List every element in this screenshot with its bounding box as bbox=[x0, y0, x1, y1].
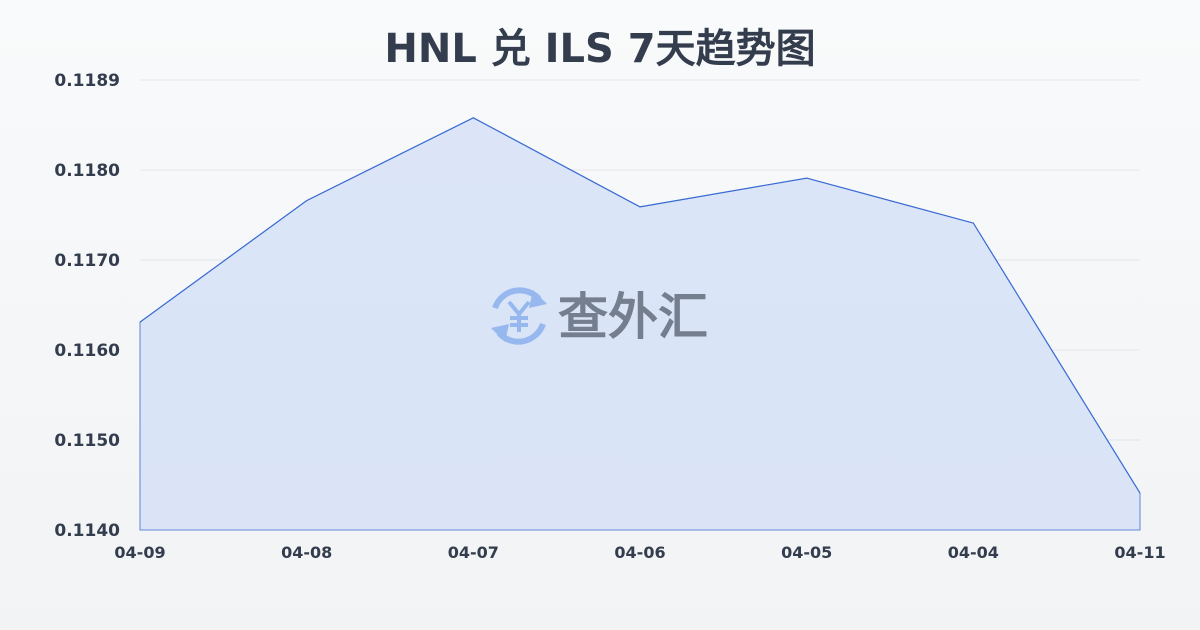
yen-exchange-icon bbox=[491, 287, 547, 345]
data-point bbox=[139, 321, 141, 323]
y-tick-label: 0.1180 bbox=[54, 161, 120, 181]
x-axis: 04-09 04-08 04-07 04-06 04-05 04-04 04-11 bbox=[114, 543, 1165, 562]
watermark-text: 查外汇 bbox=[558, 288, 708, 346]
y-tick-label: 0.1189 bbox=[54, 71, 120, 91]
x-tick-label: 04-04 bbox=[948, 543, 999, 562]
y-axis: 0.1140 0.1150 0.1160 0.1170 0.1180 0.1189 bbox=[54, 71, 120, 541]
x-tick-label: 04-09 bbox=[114, 543, 165, 562]
x-tick-label: 04-11 bbox=[1114, 543, 1165, 562]
y-tick-label: 0.1150 bbox=[54, 431, 120, 451]
x-tick-label: 04-05 bbox=[781, 543, 832, 562]
y-tick-label: 0.1140 bbox=[54, 521, 120, 541]
y-tick-label: 0.1170 bbox=[54, 251, 120, 271]
x-tick-label: 04-07 bbox=[448, 543, 499, 562]
data-point bbox=[639, 206, 641, 208]
watermark: 查外汇 bbox=[491, 287, 708, 346]
data-point bbox=[306, 200, 308, 202]
data-point bbox=[806, 177, 808, 179]
x-tick-label: 04-08 bbox=[281, 543, 332, 562]
chart-title: HNL 兑 ILS 7天趋势图 bbox=[384, 26, 815, 72]
y-tick-label: 0.1160 bbox=[54, 341, 120, 361]
x-tick-label: 04-06 bbox=[614, 543, 665, 562]
data-point bbox=[1139, 492, 1141, 494]
data-point bbox=[972, 222, 974, 224]
data-point bbox=[472, 117, 474, 119]
